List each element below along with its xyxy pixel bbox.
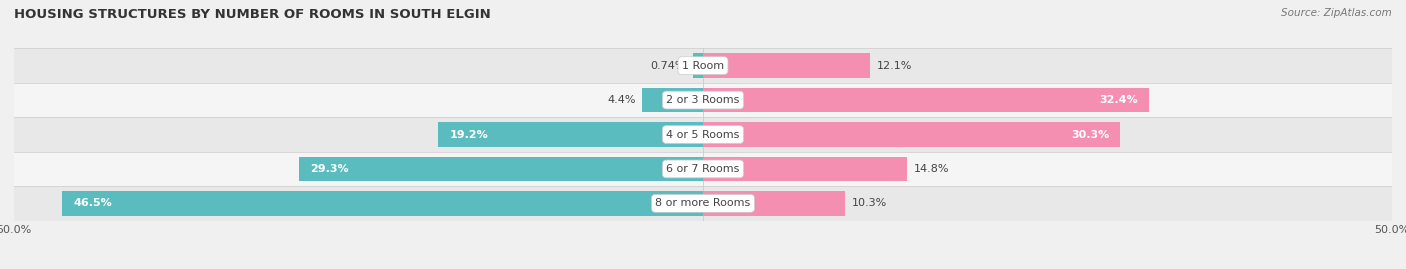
Bar: [14, 83, 1392, 117]
Bar: [439, 122, 703, 147]
Text: 30.3%: 30.3%: [1071, 129, 1109, 140]
Text: HOUSING STRUCTURES BY NUMBER OF ROOMS IN SOUTH ELGIN: HOUSING STRUCTURES BY NUMBER OF ROOMS IN…: [14, 8, 491, 21]
Bar: [62, 191, 703, 216]
Bar: [14, 152, 1392, 186]
Bar: [14, 48, 1392, 83]
Text: 8 or more Rooms: 8 or more Rooms: [655, 198, 751, 208]
Text: 32.4%: 32.4%: [1099, 95, 1139, 105]
Text: 46.5%: 46.5%: [73, 198, 112, 208]
Text: 2 or 3 Rooms: 2 or 3 Rooms: [666, 95, 740, 105]
Text: 4 or 5 Rooms: 4 or 5 Rooms: [666, 129, 740, 140]
Text: 6 or 7 Rooms: 6 or 7 Rooms: [666, 164, 740, 174]
Bar: [703, 122, 1121, 147]
Text: Source: ZipAtlas.com: Source: ZipAtlas.com: [1281, 8, 1392, 18]
Bar: [643, 88, 703, 112]
Bar: [703, 53, 870, 78]
Bar: [703, 157, 907, 181]
Bar: [703, 88, 1150, 112]
Text: 0.74%: 0.74%: [651, 61, 686, 71]
Text: 29.3%: 29.3%: [311, 164, 349, 174]
Bar: [693, 53, 703, 78]
Text: 1 Room: 1 Room: [682, 61, 724, 71]
Bar: [14, 117, 1392, 152]
Text: 19.2%: 19.2%: [450, 129, 488, 140]
Bar: [299, 157, 703, 181]
Bar: [703, 191, 845, 216]
Bar: [14, 186, 1392, 221]
Text: 4.4%: 4.4%: [607, 95, 636, 105]
Text: 12.1%: 12.1%: [876, 61, 912, 71]
Text: 10.3%: 10.3%: [852, 198, 887, 208]
Text: 14.8%: 14.8%: [914, 164, 949, 174]
